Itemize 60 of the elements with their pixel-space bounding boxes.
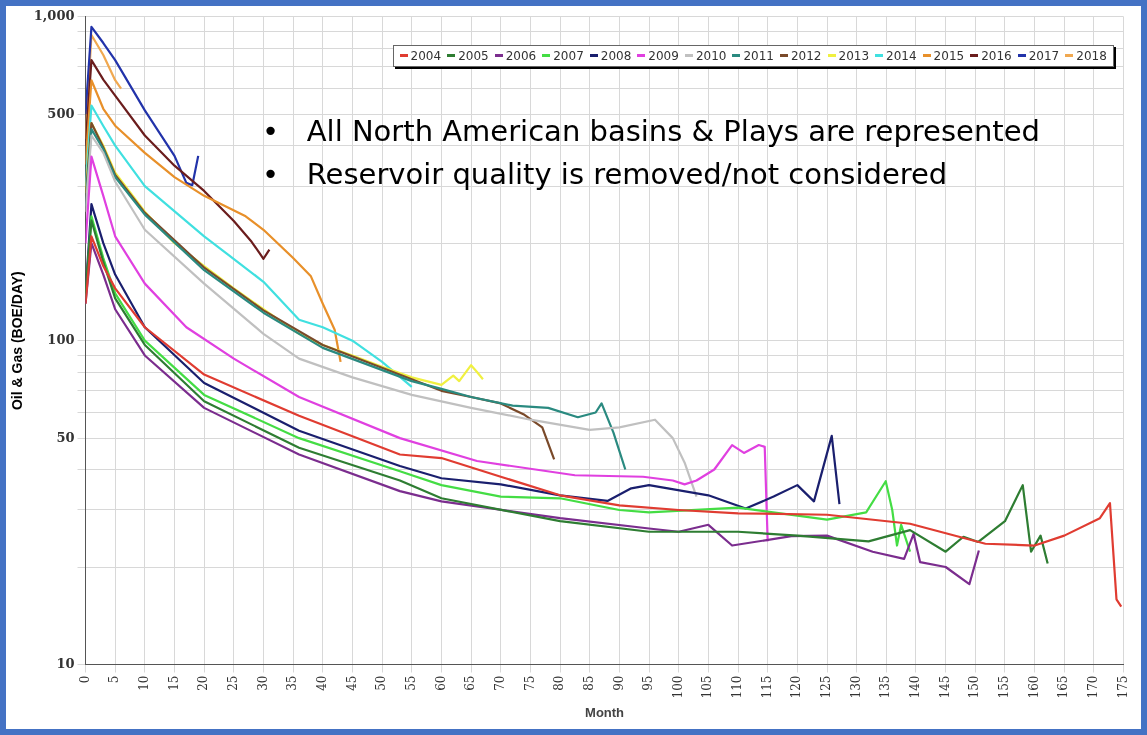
- y-axis-title: Oil & Gas (BOE/DAY): [9, 271, 26, 411]
- x-tick-label: 80: [552, 675, 567, 691]
- x-tick-label: 110: [730, 675, 745, 699]
- legend-label: 2015: [933, 48, 965, 63]
- x-tick-label: 135: [878, 675, 893, 699]
- x-tick-label: 25: [225, 675, 240, 691]
- legend-label: 2010: [695, 48, 727, 63]
- x-tick-label: 70: [492, 675, 507, 691]
- x-tick-label: 55: [403, 675, 418, 691]
- legend-label: 2012: [790, 48, 822, 63]
- x-tick-label: 5: [107, 675, 122, 684]
- x-tick-label: 15: [166, 675, 181, 691]
- x-tick-label: 40: [314, 675, 329, 691]
- x-tick-label: 150: [967, 675, 982, 699]
- y-tick-label: 100: [47, 332, 75, 348]
- x-tick-label: 90: [611, 675, 626, 691]
- legend-label: 2006: [505, 48, 537, 63]
- x-tick-label: 0: [77, 675, 92, 684]
- x-tick-label: 30: [255, 675, 270, 691]
- legend-label: 2014: [886, 48, 917, 63]
- legend-label: 2004: [410, 48, 442, 63]
- x-axis-title: Month: [585, 704, 625, 720]
- x-tick-label: 170: [1086, 675, 1101, 699]
- legend-label: 2016: [981, 48, 1012, 63]
- x-tick-label: 120: [789, 675, 804, 699]
- x-tick-label: 155: [997, 675, 1012, 699]
- x-tick-label: 10: [136, 675, 151, 691]
- x-tick-label: 50: [374, 675, 389, 691]
- x-tick-label: 60: [433, 675, 448, 691]
- x-tick-label: 160: [1026, 675, 1041, 699]
- legend-label: 2013: [838, 48, 870, 63]
- x-tick-label: 45: [344, 675, 359, 691]
- x-tick-label: 105: [700, 675, 715, 699]
- x-tick-label: 140: [908, 675, 923, 699]
- y-tick-label: 10: [56, 655, 75, 671]
- legend-label: 2017: [1028, 48, 1060, 63]
- x-tick-label: 145: [937, 675, 952, 699]
- y-tick-label: 50: [56, 429, 75, 445]
- x-tick-label: 75: [522, 675, 537, 691]
- x-tick-label: 85: [581, 675, 596, 691]
- annotation: • Reservoir quality is removed/not considered: [262, 156, 949, 193]
- x-tick-label: 35: [285, 675, 300, 691]
- legend-label: 2007: [553, 48, 584, 63]
- x-tick-label: 115: [759, 675, 774, 699]
- y-tick-label: 1,000: [33, 8, 75, 24]
- y-tick-label: 500: [47, 105, 75, 121]
- legend-label: 2018: [1076, 48, 1107, 63]
- x-tick-label: 65: [463, 675, 478, 691]
- x-tick-label: 175: [1115, 675, 1130, 699]
- x-tick-label: 20: [196, 675, 211, 691]
- x-tick-label: 125: [819, 675, 834, 699]
- legend-label: 2008: [600, 48, 632, 63]
- x-tick-label: 130: [848, 675, 863, 699]
- x-tick-label: 100: [670, 675, 685, 699]
- x-tick-label: 165: [1056, 675, 1071, 699]
- x-tick-label: 95: [641, 675, 656, 691]
- legend-label: 2011: [743, 48, 774, 63]
- annotation: • All North American basins & Plays are represented: [262, 113, 1040, 150]
- legend-label: 2005: [458, 48, 489, 63]
- legend-label: 2009: [648, 48, 679, 63]
